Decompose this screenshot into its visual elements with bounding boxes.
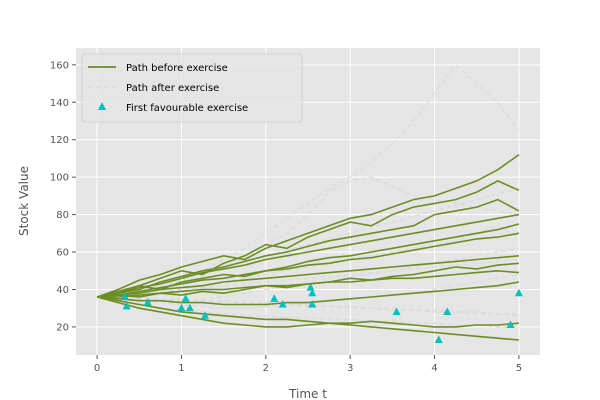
first-favourable-exercise-markers bbox=[120, 283, 523, 344]
legend-box bbox=[81, 53, 303, 123]
y-tick-label: 80 bbox=[56, 210, 69, 221]
exercise-marker bbox=[434, 335, 443, 344]
exercise-marker bbox=[392, 307, 401, 315]
exercise-marker bbox=[270, 294, 279, 302]
path-after-exercise bbox=[97, 247, 520, 302]
path-before-exercise bbox=[96, 198, 520, 298]
y-tick-label: 160 bbox=[50, 60, 69, 71]
path-after-exercise bbox=[97, 176, 520, 298]
path-before-exercise bbox=[97, 281, 520, 306]
exercise-marker bbox=[278, 299, 287, 308]
path-after-exercise bbox=[96, 63, 520, 298]
y-axis-ticks: 20 40 60 80 100 120 140 160 bbox=[50, 60, 76, 333]
x-tick-label: 5 bbox=[516, 363, 522, 374]
legend: Path before exercise Path after exercise… bbox=[81, 53, 303, 123]
path-after-exercise bbox=[96, 296, 519, 328]
path-after-exercise bbox=[96, 187, 520, 298]
exercise-marker bbox=[201, 311, 210, 319]
exercise-marker bbox=[120, 292, 129, 300]
y-tick-label: 100 bbox=[50, 173, 69, 184]
x-axis-ticks: 0 1 2 3 4 5 bbox=[94, 355, 522, 374]
legend-label-after: Path after exercise bbox=[126, 83, 219, 94]
exercise-marker bbox=[122, 301, 131, 310]
path-after-exercise bbox=[97, 224, 520, 298]
x-tick-label: 3 bbox=[347, 363, 353, 374]
path-before-exercise bbox=[96, 154, 520, 298]
exercise-marker bbox=[185, 303, 194, 312]
x-tick-label: 0 bbox=[94, 363, 100, 374]
exercise-marker bbox=[306, 283, 315, 291]
exercise-marker bbox=[143, 298, 152, 306]
exercise-marker bbox=[177, 303, 186, 312]
path-before-exercise bbox=[96, 213, 520, 298]
legend-label-exercise: First favourable exercise bbox=[126, 103, 248, 114]
path-before-exercise bbox=[97, 262, 519, 298]
x-tick-label: 1 bbox=[178, 363, 184, 374]
y-tick-label: 40 bbox=[56, 285, 69, 296]
path-after-exercise bbox=[97, 258, 519, 298]
exercise-marker bbox=[308, 299, 317, 308]
legend-label-before: Path before exercise bbox=[126, 63, 228, 74]
path-before-exercise bbox=[97, 255, 519, 298]
exercise-marker bbox=[181, 294, 190, 302]
path-before-exercise bbox=[96, 296, 519, 328]
path-before-exercise bbox=[96, 223, 520, 298]
exercise-marker bbox=[443, 307, 452, 315]
paths-before-exercise bbox=[96, 154, 520, 341]
y-tick-label: 20 bbox=[56, 322, 69, 333]
y-tick-label: 120 bbox=[50, 135, 69, 146]
y-tick-label: 140 bbox=[50, 98, 69, 109]
x-axis-label: Time t bbox=[288, 387, 327, 400]
y-axis-label: Stock Value bbox=[17, 166, 31, 236]
exercise-marker bbox=[308, 288, 317, 297]
path-before-exercise bbox=[96, 296, 519, 341]
legend-marker-exercise bbox=[98, 102, 106, 110]
path-before-exercise bbox=[96, 180, 520, 298]
x-tick-label: 2 bbox=[263, 363, 269, 374]
exercise-marker bbox=[514, 288, 523, 297]
x-tick-label: 4 bbox=[431, 363, 437, 374]
exercise-marker bbox=[506, 320, 515, 329]
y-tick-label: 60 bbox=[56, 248, 69, 259]
